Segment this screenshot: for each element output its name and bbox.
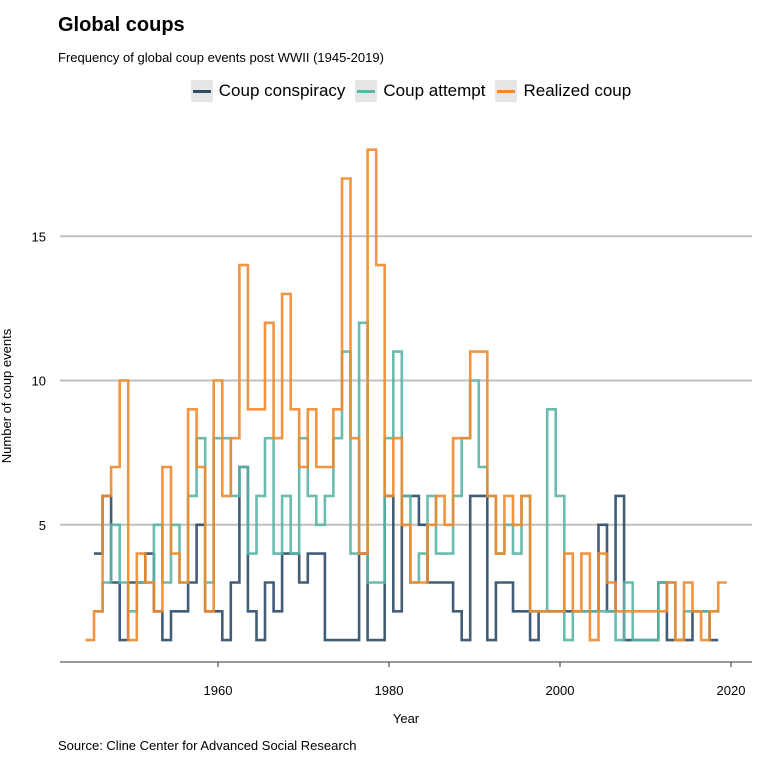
x-ticks: 1960 1980 2000 2020 [204,662,746,698]
legend-label-conspiracy: Coup conspiracy [218,81,346,100]
source-caption: Source: Cline Center for Advanced Social… [58,738,357,753]
y-axis-title: Number of coup events [0,328,14,463]
legend-label-attempt: Coup attempt [383,81,486,100]
y-ticks: 5 10 15 [32,229,46,533]
chart-subtitle: Frequency of global coup events post WWI… [58,50,384,65]
legend-swatch-attempt [355,80,378,102]
y-tick-label: 5 [39,518,46,533]
x-tick-label: 1960 [204,683,233,698]
legend: Coup conspiracy Coup attempt Realized co… [0,80,768,102]
x-axis-title: Year [393,711,420,726]
y-tick-label: 15 [32,229,46,244]
x-tick-label: 2000 [546,683,575,698]
x-tick-label: 1980 [375,683,404,698]
legend-item-attempt[interactable]: Coup attempt [355,80,485,102]
legend-item-realized[interactable]: Realized coup [495,80,631,102]
legend-swatch-conspiracy [190,80,213,102]
series-lines [85,148,727,642]
legend-label-realized: Realized coup [523,81,632,100]
legend-item-conspiracy[interactable]: Coup conspiracy [190,80,346,102]
chart-title: Global coups [58,14,185,36]
legend-swatch-realized [495,80,518,102]
grid-lines [60,235,752,526]
y-tick-label: 10 [32,374,46,389]
series-line-realized-coup [85,148,727,642]
x-tick-label: 2020 [717,683,746,698]
